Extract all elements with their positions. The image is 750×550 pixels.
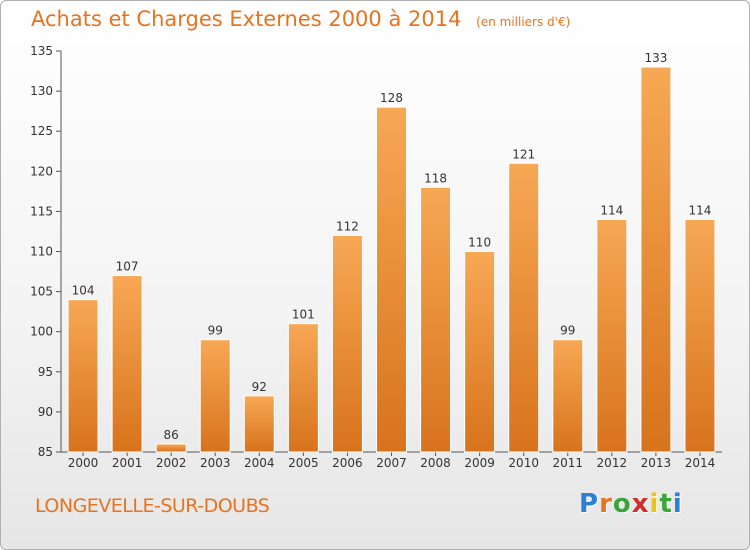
value-label-2014: 114 xyxy=(689,203,712,217)
bar-2006 xyxy=(331,234,363,453)
bar-2012 xyxy=(596,218,628,453)
y-tick-label: 105 xyxy=(30,285,53,299)
value-label-2006: 112 xyxy=(336,219,359,233)
value-label-2003: 99 xyxy=(208,324,223,338)
bar-2014 xyxy=(684,218,716,453)
x-tick-label-2006: 2006 xyxy=(332,456,363,470)
x-tick-label-2000: 2000 xyxy=(68,456,99,470)
chart-axes: 85 90 95 100 105 110 115 120 125 130 135 2000 2001 20… xyxy=(30,44,722,470)
value-label-2011: 99 xyxy=(560,324,575,338)
bar-2011 xyxy=(552,339,584,453)
bar-2010 xyxy=(508,162,540,453)
value-label-2010: 121 xyxy=(512,147,535,161)
y-tick-label: 85 xyxy=(38,445,53,459)
value-label-2005: 101 xyxy=(292,308,315,322)
value-label-2002: 86 xyxy=(164,428,179,442)
bar-2001 xyxy=(111,275,143,453)
value-label-2013: 133 xyxy=(644,51,667,65)
brand-logo-letter: t xyxy=(659,489,673,519)
brand-logo-letter: o xyxy=(612,489,632,519)
x-tick-label-2011: 2011 xyxy=(552,456,583,470)
y-tick-label: 95 xyxy=(38,365,53,379)
chart-value-labels: 104 107 86 99 92 101 112 128 118 110 121 99 114 133 11… xyxy=(72,51,712,442)
brand-logo-letter: i xyxy=(672,489,683,519)
x-tick-label-2007: 2007 xyxy=(376,456,407,470)
x-tick-label-2001: 2001 xyxy=(112,456,143,470)
brand-logo-letter: x xyxy=(631,489,650,519)
bar-2002 xyxy=(155,443,187,453)
value-label-2009: 110 xyxy=(468,236,491,250)
y-tick-label: 130 xyxy=(30,84,53,98)
chart-unit-label: (en milliers d'€) xyxy=(476,15,571,29)
chart-bars xyxy=(67,66,716,453)
chart-title: Achats et Charges Externes 2000 à 2014 (… xyxy=(31,7,570,31)
y-tick-label: 120 xyxy=(30,164,53,178)
y-tick-label: 125 xyxy=(30,124,53,138)
bar-2007 xyxy=(376,106,407,453)
x-tick-label-2004: 2004 xyxy=(244,456,275,470)
bar-2008 xyxy=(420,186,452,453)
value-label-2012: 114 xyxy=(600,203,623,217)
x-tick-label-2010: 2010 xyxy=(508,456,539,470)
bar-2000 xyxy=(67,299,99,453)
y-tick-label: 100 xyxy=(30,325,53,339)
bar-2009 xyxy=(464,251,496,453)
place-name: LONGEVELLE-SUR-DOUBS xyxy=(35,495,270,517)
value-label-2001: 107 xyxy=(116,260,139,274)
brand-logo: Proxiti xyxy=(579,489,683,519)
x-tick-label-2008: 2008 xyxy=(420,456,451,470)
x-tick-label-2005: 2005 xyxy=(288,456,319,470)
x-tick-label-2012: 2012 xyxy=(597,456,628,470)
value-label-2007: 128 xyxy=(380,91,403,105)
y-tick-label: 90 xyxy=(38,405,53,419)
y-tick-label: 135 xyxy=(30,44,53,58)
y-tick-label: 115 xyxy=(30,204,53,218)
x-tick-label-2014: 2014 xyxy=(685,456,716,470)
chart-title-text: Achats et Charges Externes 2000 à 2014 xyxy=(31,7,462,31)
x-tick-label-2009: 2009 xyxy=(464,456,495,470)
brand-logo-letter: P xyxy=(579,489,600,519)
bar-2005 xyxy=(287,323,319,453)
brand-logo-letter: i xyxy=(649,489,660,519)
value-label-2004: 92 xyxy=(252,380,267,394)
bar-2013 xyxy=(640,66,672,453)
brand-logo-letter: r xyxy=(599,489,613,519)
x-tick-label-2003: 2003 xyxy=(200,456,231,470)
bar-2004 xyxy=(243,395,275,453)
value-label-2008: 118 xyxy=(424,171,447,185)
bar-2003 xyxy=(199,339,231,453)
x-tick-label-2002: 2002 xyxy=(156,456,187,470)
y-tick-label: 110 xyxy=(30,245,53,259)
value-label-2000: 104 xyxy=(72,284,95,298)
x-tick-label-2013: 2013 xyxy=(641,456,672,470)
